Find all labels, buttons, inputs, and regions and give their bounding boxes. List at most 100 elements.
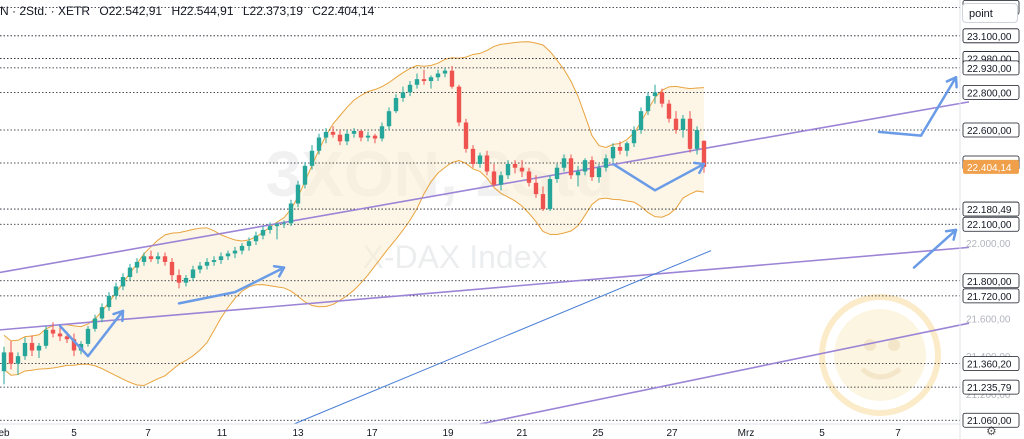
candle-body (673, 118, 679, 131)
price-level-box (962, 412, 1020, 428)
candle-body (92, 318, 98, 329)
candle-body (323, 131, 329, 138)
annotation-arrow (177, 266, 286, 305)
trendline (0, 246, 970, 331)
candle-body (610, 146, 616, 159)
price-level-box (962, 201, 1020, 217)
price-tick-label: 21.200,00 (966, 390, 1011, 401)
time-tick-label: 19 (442, 428, 454, 439)
candle-body (85, 328, 91, 344)
price-level-box (962, 379, 1020, 395)
candle-body (43, 329, 49, 346)
candle-body (659, 92, 665, 104)
time-tick-label: 7 (145, 428, 151, 439)
price-level-label: 22.100,00 (967, 220, 1012, 231)
candle-body (190, 269, 196, 278)
candle-body (148, 256, 154, 260)
candle-body (379, 126, 385, 139)
candle-body (365, 135, 371, 138)
bollinger-bands (3, 41, 705, 387)
annotation-arrowhead (692, 161, 706, 175)
candle-body (701, 140, 707, 167)
price-level-label: 22.980,00 (967, 54, 1012, 65)
symbol-header: N · 2Std. · XETR O22.542,91 H22.544,91 L… (0, 4, 380, 18)
candle-body (281, 223, 287, 225)
candle-body (596, 167, 602, 178)
candle-body (260, 229, 266, 236)
unit-selector[interactable]: point (962, 3, 1018, 23)
candle-body (568, 158, 574, 176)
candle-body (435, 73, 441, 78)
candle-body (414, 79, 420, 85)
candle-body (274, 224, 280, 227)
candle-body (484, 155, 490, 172)
candle-body (330, 131, 336, 135)
close-value: C22.404,14 (312, 4, 375, 18)
candle-body (176, 275, 182, 283)
logo-icon (819, 294, 941, 416)
candle-body (617, 146, 623, 151)
candle-body (561, 158, 567, 168)
price-level-box (962, 288, 1020, 304)
annotation-arrowhead (272, 264, 286, 278)
candle-body (400, 92, 406, 98)
candle-body (288, 203, 294, 224)
price-level-label: 21.720,00 (967, 292, 1012, 303)
price-level-label: 23.100,00 (967, 32, 1012, 43)
price-level-box (962, 60, 1020, 76)
candle-body (533, 182, 539, 195)
candle-body (113, 286, 119, 296)
candle-body (393, 97, 399, 112)
candle-body (344, 133, 350, 142)
candle-body (183, 277, 189, 283)
candle-body (29, 342, 35, 351)
candle-body (57, 333, 63, 337)
candle-body (15, 356, 21, 364)
candles (1, 65, 707, 385)
open-value: O22.542,91 (99, 4, 163, 18)
price-tick-label: 21.600,00 (966, 314, 1011, 325)
candle-body (372, 135, 378, 139)
annotation-arrow (877, 76, 958, 137)
candle-body (407, 84, 413, 93)
candle-body (386, 111, 392, 127)
price-level-label: 21.800,00 (967, 277, 1012, 288)
candle-body (428, 77, 434, 82)
candle-body (225, 253, 231, 257)
price-level-label: 22.600,00 (967, 126, 1012, 137)
time-tick-label: 27 (666, 428, 678, 439)
gear-icon[interactable]: ⚙ (986, 424, 997, 438)
candle-body (1, 352, 7, 372)
last-price-label: 22.404,14 (967, 163, 1012, 174)
annotation-arrowhead (945, 76, 958, 89)
candle-body (211, 260, 217, 262)
price-level-box (962, 28, 1020, 44)
candle-body (512, 163, 518, 168)
price-level-box (962, 216, 1020, 232)
candle-body (22, 342, 28, 357)
annotation-arrow (912, 228, 958, 269)
band-upper (3, 41, 705, 342)
band-fill (4, 41, 704, 386)
candle-body (120, 277, 126, 287)
time-tick-label: 5 (819, 428, 825, 439)
price-level-label: 22.180,49 (967, 205, 1012, 216)
moving-average-line (293, 250, 712, 425)
candle-body (666, 103, 672, 119)
candle-body (519, 167, 525, 172)
candle-body (71, 339, 77, 351)
price-axis[interactable]: 23.200,0022.000,0021.600,0021.400,0021.2… (962, 0, 1020, 428)
price-level-label: 22.800,00 (967, 88, 1012, 99)
candle-body (162, 256, 168, 262)
candle-body (99, 307, 105, 319)
candle-body (267, 226, 273, 230)
annotation-arrowhead (944, 228, 958, 241)
time-tick-label: 25 (592, 428, 604, 439)
trendline (479, 322, 970, 425)
candle-body (652, 92, 658, 97)
candle-body (680, 118, 686, 131)
annotation-arrow (58, 309, 125, 358)
time-axis[interactable]: eb 5 7 11 13 17 19 21 25 27 Mrz 5 7 (0, 423, 960, 439)
candle-body (218, 256, 224, 261)
